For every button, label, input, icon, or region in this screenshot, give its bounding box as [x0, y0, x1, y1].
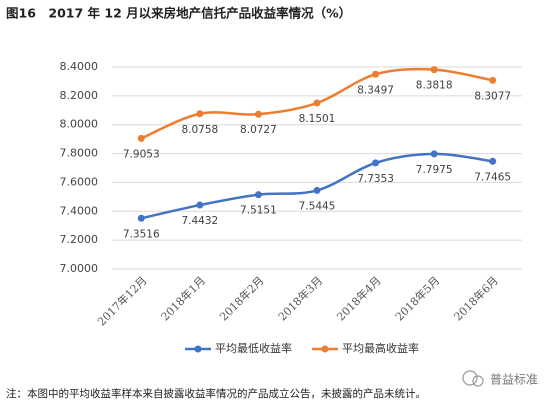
point — [313, 99, 321, 107]
data-label: 7.7975 — [416, 164, 453, 176]
point — [430, 150, 438, 158]
footnote: 注：本图中的平均收益率样本来自披露收益率情况的产品成立公告，未披露的产品未统计。 — [6, 387, 426, 400]
point — [196, 201, 204, 209]
watermark-icon — [462, 370, 484, 387]
data-label: 7.5151 — [240, 205, 277, 217]
legend-marker — [194, 345, 202, 353]
watermark: 普益标准 — [490, 373, 538, 387]
y-tick-label: 7.0000 — [60, 262, 99, 275]
point — [196, 110, 204, 118]
y-tick-label: 7.8000 — [60, 147, 99, 160]
data-label: 8.0758 — [181, 124, 218, 136]
chart-title: 图16 2017 年 12 月以来房地产信托产品收益率情况（%） — [6, 6, 351, 21]
data-label: 8.3497 — [357, 84, 394, 96]
x-tick-label: 2018年2月 — [216, 273, 266, 323]
point — [489, 157, 497, 165]
data-label: 8.1501 — [299, 113, 336, 125]
data-label: 7.9053 — [123, 148, 160, 160]
x-tick-label: 2018年3月 — [275, 273, 325, 323]
y-tick-label: 7.2000 — [60, 233, 99, 246]
legend-marker — [321, 345, 329, 353]
data-label: 8.3077 — [474, 90, 511, 102]
x-tick-label: 2018年1月 — [158, 273, 208, 323]
data-label: 7.4432 — [181, 215, 218, 227]
x-tick-label: 2018年6月 — [451, 273, 501, 323]
y-tick-label: 8.0000 — [60, 118, 99, 131]
point — [313, 186, 321, 194]
point — [137, 214, 145, 222]
point — [254, 191, 262, 199]
y-tick-label: 8.4000 — [60, 60, 99, 73]
data-label: 7.5445 — [299, 200, 336, 212]
point — [254, 110, 262, 118]
x-tick-label: 2018年4月 — [334, 273, 384, 323]
data-label: 7.7465 — [474, 171, 511, 183]
point — [372, 70, 380, 78]
legend-label: 平均最低收益率 — [215, 341, 292, 355]
legend-label: 平均最高收益率 — [342, 341, 419, 355]
data-label: 8.0727 — [240, 124, 277, 136]
x-tick-label: 2017年12月 — [94, 273, 149, 328]
y-tick-label: 8.2000 — [60, 89, 99, 102]
data-label: 8.3818 — [416, 80, 453, 92]
x-tick-label: 2018年5月 — [392, 273, 442, 323]
y-tick-label: 7.6000 — [60, 175, 99, 188]
data-label: 7.3516 — [123, 228, 160, 240]
data-label: 7.7353 — [357, 173, 394, 185]
point — [430, 66, 438, 74]
point — [372, 159, 380, 167]
point — [137, 134, 145, 142]
y-tick-label: 7.4000 — [60, 204, 99, 217]
point — [489, 76, 497, 84]
